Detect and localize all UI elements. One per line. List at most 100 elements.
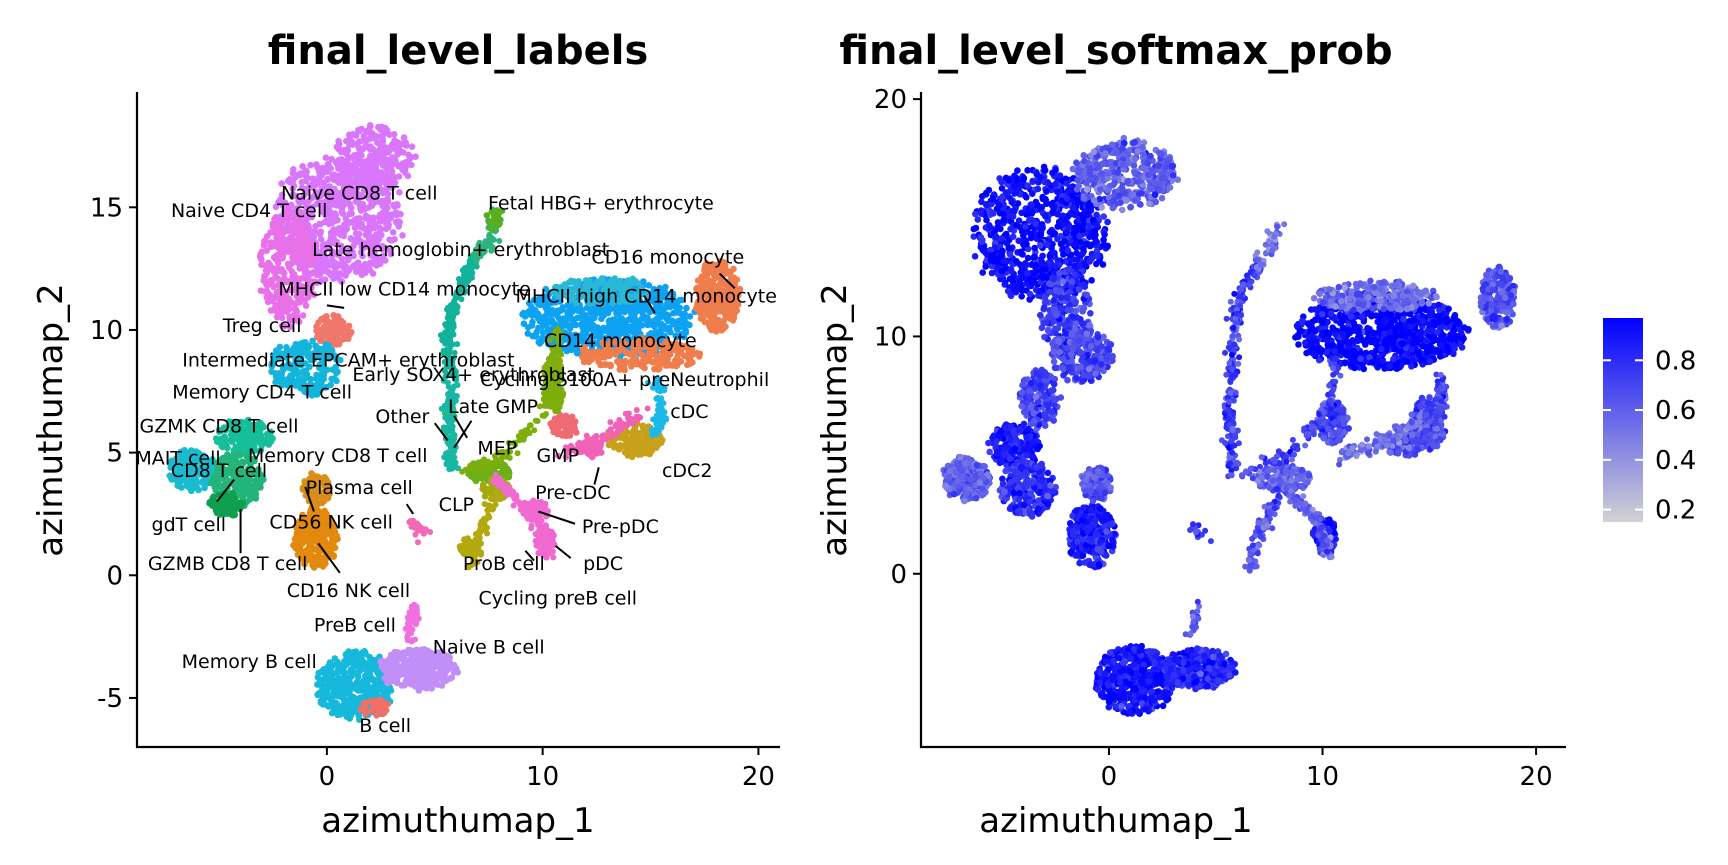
point bbox=[299, 163, 306, 170]
point bbox=[309, 337, 316, 345]
point bbox=[230, 508, 237, 516]
point bbox=[282, 242, 290, 249]
point bbox=[395, 649, 403, 657]
point bbox=[368, 697, 376, 705]
point bbox=[377, 141, 384, 148]
point bbox=[444, 661, 452, 668]
point bbox=[362, 675, 370, 683]
point bbox=[275, 224, 283, 232]
point bbox=[559, 415, 567, 422]
point bbox=[400, 165, 408, 172]
point bbox=[367, 122, 374, 130]
point bbox=[350, 131, 357, 138]
point bbox=[268, 280, 275, 287]
point bbox=[395, 218, 403, 225]
point bbox=[322, 341, 330, 348]
point bbox=[639, 422, 647, 430]
point bbox=[356, 127, 363, 135]
point bbox=[343, 225, 351, 233]
point bbox=[365, 135, 373, 143]
point bbox=[257, 287, 265, 295]
point bbox=[332, 660, 340, 668]
point bbox=[340, 328, 348, 336]
point bbox=[681, 316, 688, 323]
point bbox=[346, 712, 354, 719]
point bbox=[339, 167, 347, 174]
point bbox=[641, 436, 649, 443]
point bbox=[549, 310, 557, 317]
point bbox=[317, 228, 325, 235]
point bbox=[412, 153, 419, 160]
point bbox=[323, 673, 331, 680]
point bbox=[211, 503, 219, 510]
point bbox=[344, 146, 351, 153]
point bbox=[357, 205, 364, 213]
point bbox=[524, 324, 532, 331]
point bbox=[319, 563, 327, 570]
point bbox=[408, 655, 416, 663]
point bbox=[413, 682, 421, 690]
point bbox=[296, 543, 304, 550]
point bbox=[310, 269, 317, 276]
point bbox=[303, 167, 310, 175]
point bbox=[422, 683, 430, 691]
point bbox=[684, 361, 691, 369]
point bbox=[681, 352, 688, 360]
point bbox=[278, 236, 286, 243]
point bbox=[287, 372, 294, 380]
point bbox=[629, 429, 637, 437]
point bbox=[324, 268, 332, 276]
point bbox=[338, 278, 346, 286]
labels-panel: final_level_labels Naive CD8 T cellNaive… bbox=[31, 28, 780, 841]
point bbox=[353, 161, 361, 169]
point bbox=[335, 137, 342, 145]
point bbox=[332, 699, 340, 707]
point bbox=[308, 261, 316, 269]
point bbox=[657, 320, 665, 328]
point bbox=[639, 307, 647, 314]
point bbox=[633, 320, 640, 328]
point bbox=[267, 243, 274, 250]
point bbox=[310, 564, 318, 571]
point bbox=[338, 205, 346, 212]
point bbox=[391, 137, 398, 144]
point bbox=[597, 353, 604, 361]
point bbox=[316, 172, 323, 179]
point bbox=[642, 356, 649, 364]
point bbox=[330, 312, 337, 319]
point bbox=[295, 171, 302, 179]
point bbox=[376, 260, 384, 268]
point bbox=[360, 660, 367, 668]
point bbox=[385, 148, 392, 156]
point bbox=[619, 317, 627, 325]
point bbox=[529, 318, 536, 326]
point bbox=[674, 353, 681, 361]
point bbox=[266, 261, 274, 269]
point bbox=[674, 309, 681, 316]
point bbox=[368, 222, 375, 229]
point bbox=[332, 320, 339, 328]
point bbox=[524, 330, 532, 337]
point bbox=[621, 449, 629, 456]
point bbox=[324, 168, 332, 175]
point bbox=[728, 308, 736, 315]
point bbox=[572, 321, 580, 329]
point bbox=[301, 269, 309, 277]
point bbox=[372, 153, 380, 160]
point bbox=[701, 311, 708, 319]
point bbox=[560, 421, 567, 428]
point bbox=[354, 653, 362, 660]
point bbox=[715, 316, 722, 324]
point bbox=[223, 442, 230, 449]
point bbox=[605, 317, 613, 325]
point bbox=[378, 123, 385, 131]
point bbox=[397, 148, 405, 155]
point bbox=[638, 362, 645, 370]
point bbox=[362, 699, 369, 706]
point bbox=[359, 137, 367, 144]
point bbox=[590, 352, 597, 359]
point bbox=[288, 243, 296, 250]
point bbox=[328, 231, 335, 239]
point bbox=[366, 153, 374, 160]
